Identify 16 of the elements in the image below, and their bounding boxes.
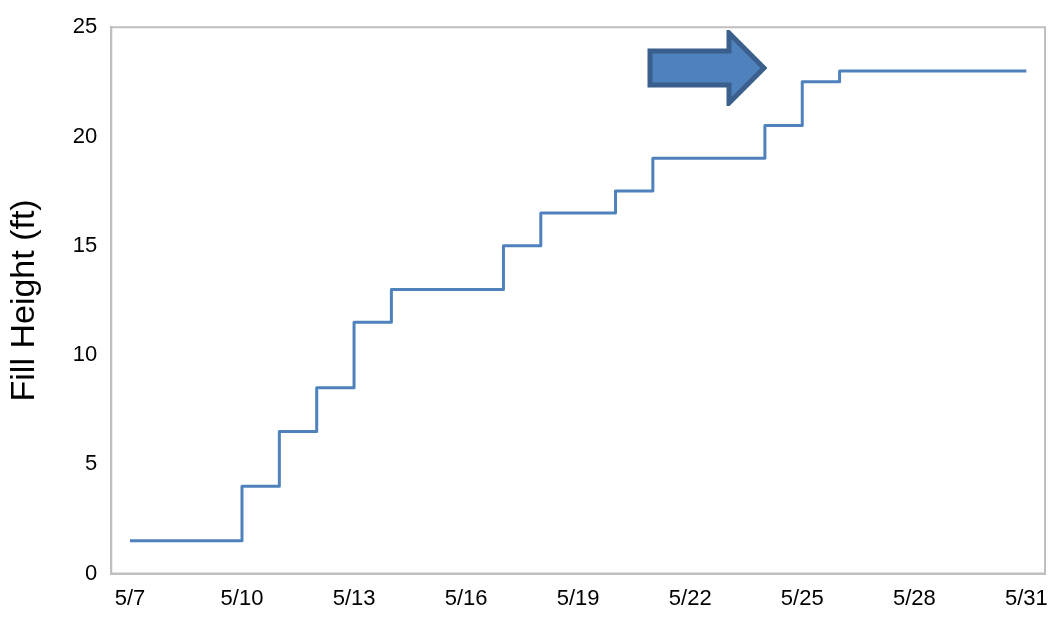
y-tick-label: 5 [85,450,98,476]
x-tick-label: 5/7 [114,584,146,610]
x-tick-label: 5/25 [780,584,824,610]
y-tick-label: 10 [72,341,98,367]
y-tick-label: 0 [85,559,98,585]
x-tick-label: 5/19 [556,584,600,610]
x-tick-label: 5/16 [444,584,488,610]
x-tick-label: 5/10 [220,584,264,610]
y-tick-label: 25 [72,13,98,39]
y-axis-title: Fill Height (ft) [2,199,41,402]
y-tick-label: 20 [72,122,98,148]
x-tick-label: 5/13 [332,584,376,610]
x-tick-label: 5/28 [892,584,936,610]
x-tick-label: 5/22 [668,584,712,610]
y-tick-label: 15 [72,231,98,257]
x-tick-label: 5/31 [1004,584,1048,610]
